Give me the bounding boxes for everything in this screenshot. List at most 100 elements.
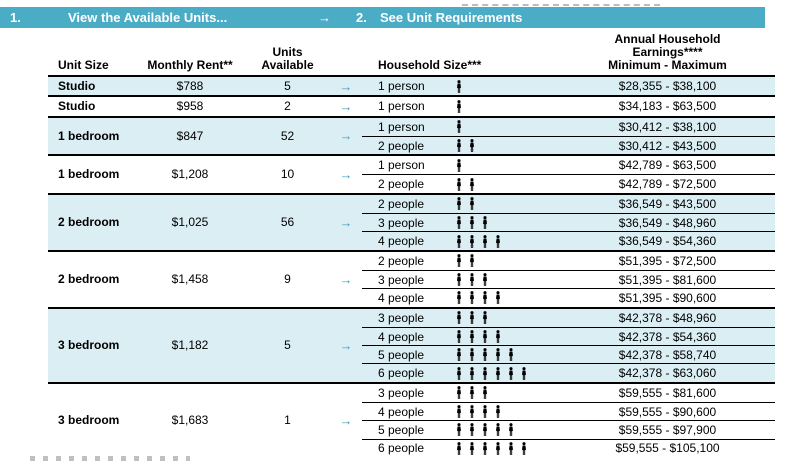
step1-number: 1. bbox=[10, 10, 21, 25]
requirement-row: 4 people $42,378 - $54,360 bbox=[362, 326, 775, 345]
household-size-icons bbox=[450, 405, 560, 419]
person-icon bbox=[456, 79, 461, 93]
person-icon bbox=[482, 348, 487, 362]
requirement-row: 2 people $30,412 - $43,500 bbox=[362, 135, 775, 154]
person-icon bbox=[482, 216, 487, 230]
requirement-row: 2 people $42,789 - $72,500 bbox=[362, 174, 775, 192]
household-size-icons bbox=[450, 441, 560, 455]
household-size-icons bbox=[450, 139, 560, 153]
requirement-row: 5 people $42,378 - $58,740 bbox=[362, 345, 775, 363]
unit-row: 1 bedroom $847 52 → 1 person $30,412 - $38,10… bbox=[48, 115, 775, 155]
requirement-row: 2 people $51,395 - $72,500 bbox=[362, 252, 775, 270]
requirement-row: 1 person $28,355 - $38,100 bbox=[362, 77, 775, 95]
requirement-row: 3 people $36,549 - $48,960 bbox=[362, 213, 775, 231]
requirement-row: 3 people $59,555 - $81,600 bbox=[362, 384, 775, 402]
col-header-monthly-rent: Monthly Rent** bbox=[147, 58, 233, 72]
household-size-icons bbox=[450, 348, 560, 362]
unit-size-cell: 1 bedroom bbox=[58, 167, 120, 182]
requirements-list: 3 people $42,378 - $48,960 4 people $42,378… bbox=[362, 309, 775, 382]
person-icon bbox=[482, 234, 487, 248]
person-icon bbox=[482, 423, 487, 437]
unit-row: Studio $958 2 → 1 person $34,183 - $63,500 bbox=[48, 95, 775, 115]
person-icon bbox=[469, 273, 474, 287]
requirements-list: 1 person $34,183 - $63,500 bbox=[362, 97, 775, 115]
household-size-cell: 3 people bbox=[378, 310, 425, 325]
requirements-list: 1 person $28,355 - $38,100 bbox=[362, 77, 775, 95]
person-icon bbox=[456, 120, 461, 134]
unit-size-cell: 1 bedroom bbox=[58, 128, 120, 143]
unit-size-cell: 3 bedroom bbox=[58, 413, 120, 428]
household-size-cell: 1 person bbox=[378, 119, 425, 134]
household-size-cell: 6 people bbox=[378, 366, 425, 381]
units-available-cell: 9 bbox=[284, 272, 291, 287]
earnings-cell: $42,378 - $58,740 bbox=[618, 347, 717, 362]
household-size-icons bbox=[450, 386, 560, 400]
requirement-row: 4 people $36,549 - $54,360 bbox=[362, 231, 775, 249]
col-header-earnings: Annual Household Earnings**** Minimum - … bbox=[560, 33, 775, 72]
household-size-cell: 4 people bbox=[378, 234, 425, 249]
requirement-row: 1 person $30,412 - $38,100 bbox=[362, 118, 775, 136]
person-icon bbox=[469, 291, 474, 305]
col-header-units-line2: Available bbox=[261, 58, 314, 72]
unit-row: 3 bedroom $1,182 5 → 3 people $42,378 - $48,9… bbox=[48, 306, 775, 382]
units-available-cell: 10 bbox=[280, 167, 295, 182]
household-size-cell: 1 person bbox=[378, 99, 425, 114]
person-icon bbox=[456, 177, 461, 191]
household-size-cell: 4 people bbox=[378, 404, 425, 419]
person-icon bbox=[482, 441, 487, 455]
row-arrow: → bbox=[330, 195, 362, 250]
household-size-icons bbox=[450, 158, 560, 172]
person-icon bbox=[495, 291, 500, 305]
requirement-row: 5 people $59,555 - $97,900 bbox=[362, 420, 775, 438]
row-arrow: → bbox=[330, 309, 362, 382]
person-icon bbox=[469, 197, 474, 211]
person-icon bbox=[469, 311, 474, 325]
household-size-cell: 2 people bbox=[378, 177, 425, 192]
unit-row: 2 bedroom $1,025 56 → 2 people $36,549 - $43,… bbox=[48, 192, 775, 250]
row-arrow: → bbox=[330, 77, 362, 95]
col-header-earnings-line1: Annual Household bbox=[614, 32, 721, 46]
person-icon bbox=[482, 311, 487, 325]
household-size-icons bbox=[450, 197, 560, 211]
requirements-list: 3 people $59,555 - $81,600 4 people $59,555… bbox=[362, 384, 775, 457]
person-icon bbox=[469, 386, 474, 400]
person-icon bbox=[456, 100, 461, 113]
person-icon bbox=[469, 139, 474, 153]
person-icon bbox=[495, 405, 500, 419]
col-header-units-available: Units Available bbox=[245, 46, 330, 72]
person-icon bbox=[508, 366, 513, 380]
household-size-icons bbox=[450, 423, 560, 437]
units-available-cell: 2 bbox=[284, 99, 291, 114]
household-size-icons bbox=[450, 216, 560, 230]
person-icon bbox=[482, 366, 487, 380]
units-available-cell: 5 bbox=[284, 79, 291, 94]
household-size-icons bbox=[450, 366, 560, 380]
earnings-cell: $42,789 - $63,500 bbox=[618, 158, 717, 173]
household-size-cell: 5 people bbox=[378, 347, 425, 362]
person-icon bbox=[521, 441, 526, 455]
requirement-row: 6 people $59,555 - $105,100 bbox=[362, 438, 775, 457]
clipped-top-artifact bbox=[462, 0, 660, 6]
col-header-earnings-line2: Earnings**** bbox=[632, 45, 703, 59]
household-size-icons bbox=[450, 330, 560, 343]
household-size-cell: 2 people bbox=[378, 138, 425, 153]
table-header-row: Unit Size Monthly Rent** Units Available… bbox=[48, 33, 775, 75]
household-size-icons bbox=[450, 120, 560, 134]
row-arrow: → bbox=[330, 384, 362, 457]
person-icon bbox=[482, 291, 487, 305]
requirements-list: 1 person $30,412 - $38,100 2 people $30,412… bbox=[362, 118, 775, 155]
household-size-icons bbox=[450, 177, 560, 191]
earnings-cell: $42,378 - $48,960 bbox=[618, 310, 717, 325]
units-table: Unit Size Monthly Rent** Units Available… bbox=[48, 33, 775, 457]
person-icon bbox=[495, 234, 500, 248]
requirements-list: 1 person $42,789 - $63,500 2 people $42,789… bbox=[362, 156, 775, 193]
person-icon bbox=[482, 386, 487, 400]
unit-row: Studio $788 5 → 1 person $28,355 - $38,100 bbox=[48, 77, 775, 96]
row-arrow-icon: → bbox=[339, 337, 353, 353]
household-size-icons bbox=[450, 254, 560, 268]
col-header-units-line1: Units bbox=[272, 45, 303, 59]
household-size-cell: 5 people bbox=[378, 422, 425, 437]
household-size-icons bbox=[450, 234, 560, 248]
person-icon bbox=[456, 405, 461, 419]
person-icon bbox=[469, 234, 474, 248]
